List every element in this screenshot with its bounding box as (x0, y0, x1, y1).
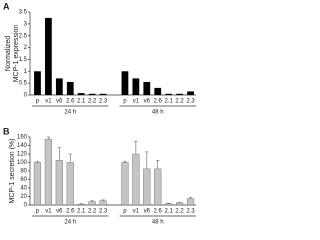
x-tick-label: 2.2 (175, 209, 184, 215)
x-tick-label: 2.3 (99, 209, 108, 215)
figure: A Normalized MCP-1 expression 0 0.5 1 1.5 2 2.5 3… (3, 1, 196, 226)
bar (66, 162, 74, 206)
panel-label: B (3, 126, 10, 136)
y-tick-label: 100 (17, 160, 28, 166)
x-tick-label: v6 (56, 99, 63, 105)
x-tick-label: v1 (45, 209, 52, 215)
y-tick-label: 160 (17, 135, 28, 141)
bar (88, 93, 96, 95)
y-tick-label: 3 (24, 21, 28, 27)
x-tick-label: p (123, 209, 127, 215)
x-tick-label: 2.1 (164, 99, 173, 105)
x-tick-label: 2.1 (77, 99, 86, 105)
bar (77, 203, 85, 206)
bar (186, 198, 195, 206)
bar (132, 78, 140, 95)
x-tick-label: 2.3 (186, 209, 195, 215)
panel-label: A (3, 1, 10, 11)
x-tick-label: 2.2 (175, 99, 184, 105)
x-tick-label: p (123, 99, 127, 105)
x-tick-label: v1 (133, 99, 140, 105)
bar (165, 93, 173, 95)
y-axis-label: MCP-1 secretion (%) (9, 139, 16, 204)
y-axis-label: MCP-1 expression (13, 25, 20, 83)
group-label: 48 h (152, 110, 164, 116)
group-label: 24 h (64, 110, 76, 116)
y-tick-label: 2.5 (19, 33, 28, 39)
x-tick-label: 2.3 (186, 99, 195, 105)
y-tick-label: 80 (20, 169, 27, 175)
bar (55, 160, 63, 206)
x-tick-label: v1 (45, 99, 52, 105)
x-tick-label: v6 (56, 209, 63, 215)
x-tick-label: 2.1 (164, 209, 173, 215)
bar (99, 93, 107, 95)
x-tick-label: v1 (133, 209, 140, 215)
bar (88, 201, 96, 206)
x-tick-label: 2.6 (66, 209, 75, 215)
y-tick-label: 3.5 (19, 10, 28, 16)
bar (121, 162, 129, 206)
y-tick-label: 60 (20, 177, 27, 183)
bar (154, 87, 162, 95)
x-tick-label: 2.1 (77, 209, 86, 215)
y-tick-label: 1 (24, 69, 28, 75)
group-label: 48 h (152, 220, 164, 226)
x-tick-label: 2.3 (99, 99, 108, 105)
bar (34, 71, 41, 95)
bar (99, 200, 107, 206)
bar (187, 91, 194, 95)
x-tick-label: p (36, 209, 40, 215)
x-tick-label: 2.6 (154, 209, 163, 215)
bar (143, 168, 151, 206)
y-tick-label: 0 (24, 203, 28, 209)
bar (143, 81, 151, 95)
x-tick-label: 2.2 (88, 209, 97, 215)
y-tick-label: 40 (20, 186, 27, 192)
y-tick-label: 120 (17, 152, 28, 158)
bar (45, 17, 52, 95)
y-tick-label: 1.5 (19, 57, 28, 63)
x-tick-label: 2.2 (88, 99, 97, 105)
x-tick-label: 2.6 (66, 99, 75, 105)
bar (77, 93, 85, 95)
y-tick-label: 0.5 (19, 81, 28, 87)
x-tick-label: v6 (144, 99, 151, 105)
y-tick-label: 140 (17, 143, 28, 149)
bar (132, 153, 140, 206)
bar (55, 78, 63, 95)
y-tick-label: 20 (20, 194, 27, 200)
x-tick-label: 2.6 (154, 99, 163, 105)
bar (165, 203, 173, 206)
bar (176, 93, 183, 95)
bar (33, 162, 42, 206)
bar (44, 138, 52, 206)
x-tick-label: v6 (144, 209, 151, 215)
bar (121, 71, 129, 95)
bar (66, 81, 74, 95)
x-tick-label: p (36, 99, 40, 105)
bar (154, 168, 162, 206)
group-label: 24 h (64, 220, 76, 226)
y-tick-label: 2 (24, 45, 28, 51)
y-axis-label: Normalized (5, 36, 12, 72)
bar (176, 202, 184, 206)
y-tick-label: 0 (24, 93, 28, 99)
